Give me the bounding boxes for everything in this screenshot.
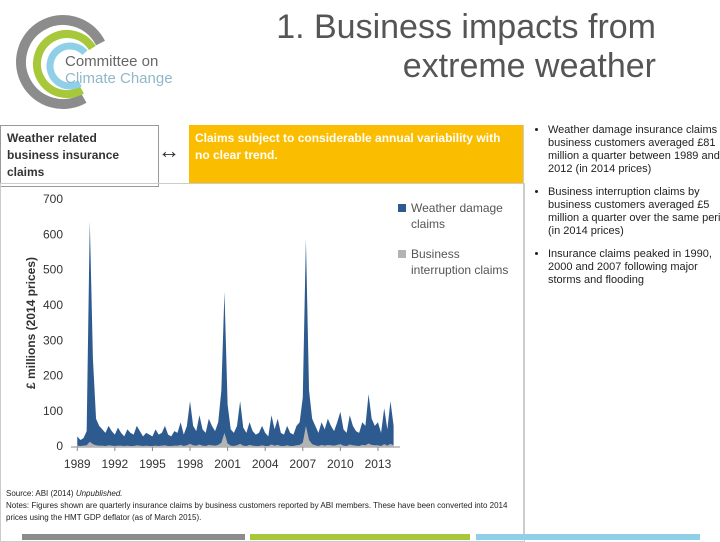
y-tick-label: 500 [43,263,63,277]
x-tick-label: 2010 [327,457,354,471]
bullet: Insurance claims peaked in 1990, 2000 an… [548,248,720,287]
chart: £ millions (2014 prices) 0 100 200 300 400 50… [24,192,400,471]
x-tick-label: 1998 [177,457,204,471]
legend-item: Weather damage claims [398,200,518,232]
slide-title: 1. Business impacts from extreme weather [276,8,656,86]
logo-text: Climate Change [65,70,173,87]
legend: Weather damage claims Business interrupti… [398,200,518,292]
divider [523,125,524,540]
x-tick-label: 1992 [101,457,128,471]
logo-ring [16,15,110,109]
y-tick-label: 200 [43,369,63,383]
y-tick-label: 700 [43,192,63,206]
legend-label: Weather damage claims [411,201,503,231]
logo-ring [46,42,94,90]
source-italic: Unpublished. [75,489,123,498]
notes: Notes: Figures shown are quarterly insur… [6,501,508,522]
legend-swatch [398,250,406,258]
arrow: ↔ [158,138,180,163]
bullet: Weather damage insurance claims by busin… [548,124,720,176]
y-tick-label: 300 [43,333,63,347]
title-line: 1. Business impacts from [276,8,656,46]
source-notes: Source: ABI (2014) Unpublished. Notes: F… [6,488,511,524]
y-tick-label: 600 [43,227,63,241]
area [77,221,394,447]
x-tick-label: 2013 [365,457,392,471]
highlight-box: Claims subject to considerable annual va… [189,125,523,183]
left-header: Weather related business insurance claim… [0,125,159,187]
x-tick-label: 1995 [139,457,166,471]
footer-bar [250,534,470,540]
legend-item: Business interruption claims [398,246,518,278]
footer-bar [22,534,245,540]
logo: Committee on Climate Change [16,15,173,109]
x-tick-label: 2007 [289,457,316,471]
source-text: Source: ABI (2014) [6,489,74,498]
bullet: Business interruption claims by business… [548,186,720,238]
legend-swatch [398,204,406,212]
source: Source: ABI (2014) Unpublished. [6,488,511,500]
y-tick-label: 100 [43,404,63,418]
y-axis-title: £ millions (2014 prices) [24,257,38,389]
bullets: Weather damage insurance claims by busin… [530,124,720,287]
x-tick-label: 2001 [214,457,241,471]
y-tick-label: 0 [56,439,63,453]
y-tick-label: 400 [43,298,63,312]
x-tick-label: 1989 [64,457,91,471]
legend-label: Business interruption claims [411,247,509,277]
x-tick-label: 2004 [252,457,279,471]
logo-text: Committee on [65,53,158,70]
footer-bar [476,534,700,540]
logo-ring [33,30,101,98]
title-line: extreme weather [402,47,656,85]
